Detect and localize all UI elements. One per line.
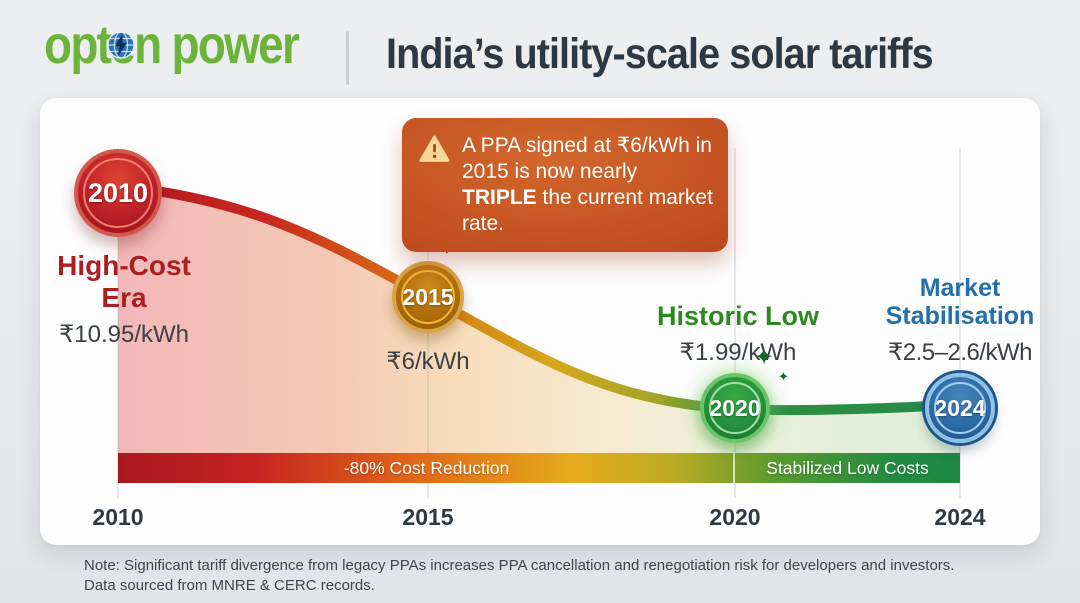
high-cost-era-label: High-Cost Era bbox=[57, 250, 191, 313]
milestone-market-stabilisation: Market Stabilisation ₹2.5–2.6/kWh bbox=[868, 274, 1052, 367]
globe-lightning-icon bbox=[107, 31, 135, 59]
curve-area-fill bbox=[118, 186, 960, 453]
cost-reduction-label: -80% Cost Reduction bbox=[343, 458, 510, 478]
footnote-line-1: Note: Significant tariff divergence from… bbox=[84, 557, 955, 574]
milestone-historic-low: Historic Low ₹1.99/kWh bbox=[638, 301, 838, 367]
tariff-curve bbox=[113, 181, 965, 416]
historic-low-value: ₹1.99/kWh bbox=[679, 339, 797, 366]
marker-2015: 2015 bbox=[392, 261, 464, 333]
marker-2020: 2020 bbox=[700, 373, 770, 443]
axis-label-2020: 2020 bbox=[709, 504, 761, 530]
bar-divider bbox=[733, 453, 735, 483]
market-stabilisation-value: ₹2.5–2.6/kWh bbox=[887, 339, 1033, 366]
ppa-warning-callout: A PPA signed at ₹6/kWh in 2015 is now ne… bbox=[402, 118, 728, 252]
market-stabilisation-label: Market Stabilisation bbox=[885, 274, 1035, 330]
milestone-high-cost-era: High-Cost Era ₹10.95/kWh bbox=[40, 250, 208, 349]
chart-card: -80% Cost Reduction Stabilized Low Costs… bbox=[40, 98, 1040, 545]
logo-text: opten power bbox=[44, 15, 300, 75]
callout-text: A PPA signed at ₹6/kWh in 2015 is now ne… bbox=[462, 134, 713, 235]
marker-2010: 2010 bbox=[74, 149, 162, 237]
header: opten power India’s utility-scale solar … bbox=[0, 0, 1080, 98]
marker-2024: 2024 bbox=[925, 373, 995, 443]
high-cost-era-value: ₹10.95/kWh bbox=[59, 321, 189, 348]
axis-label-2010: 2010 bbox=[92, 504, 144, 530]
logo: opten power bbox=[44, 18, 343, 110]
warning-icon bbox=[419, 135, 450, 162]
header-divider bbox=[346, 31, 349, 85]
stabilized-costs-label: Stabilized Low Costs bbox=[766, 458, 929, 478]
axis-label-2024: 2024 bbox=[934, 504, 986, 530]
page-title: India’s utility-scale solar tariffs bbox=[386, 30, 934, 78]
axis-label-2015: 2015 bbox=[402, 504, 454, 530]
footnote: Note: Significant tariff divergence from… bbox=[84, 556, 954, 596]
milestone-2015: ₹6/kWh bbox=[358, 341, 498, 376]
sparkles-icon: ✦ ✦ bbox=[754, 344, 789, 384]
tariff-2015-value: ₹6/kWh bbox=[386, 348, 470, 375]
historic-low-label: Historic Low bbox=[656, 301, 819, 331]
cost-gradient-bar: -80% Cost Reduction Stabilized Low Costs bbox=[118, 453, 960, 483]
footnote-line-2: Data sourced from MNRE & CERC records. bbox=[84, 577, 375, 594]
